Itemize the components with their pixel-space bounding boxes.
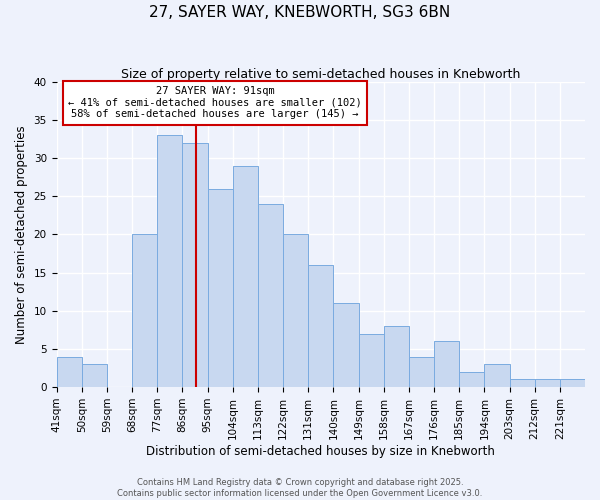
Bar — [182, 143, 208, 387]
X-axis label: Distribution of semi-detached houses by size in Knebworth: Distribution of semi-detached houses by … — [146, 444, 495, 458]
Bar — [334, 303, 359, 387]
Bar — [484, 364, 509, 387]
Bar — [308, 265, 334, 387]
Bar — [535, 380, 560, 387]
Bar — [409, 356, 434, 387]
Bar — [157, 135, 182, 387]
Bar — [233, 166, 258, 387]
Bar — [383, 326, 409, 387]
Bar — [434, 342, 459, 387]
Bar — [560, 380, 585, 387]
Bar — [82, 364, 107, 387]
Text: 27 SAYER WAY: 91sqm
← 41% of semi-detached houses are smaller (102)
58% of semi-: 27 SAYER WAY: 91sqm ← 41% of semi-detach… — [68, 86, 362, 120]
Title: Size of property relative to semi-detached houses in Knebworth: Size of property relative to semi-detach… — [121, 68, 520, 80]
Bar — [56, 356, 82, 387]
Bar — [459, 372, 484, 387]
Text: Contains HM Land Registry data © Crown copyright and database right 2025.
Contai: Contains HM Land Registry data © Crown c… — [118, 478, 482, 498]
Bar — [283, 234, 308, 387]
Y-axis label: Number of semi-detached properties: Number of semi-detached properties — [15, 125, 28, 344]
Bar — [258, 204, 283, 387]
Bar — [132, 234, 157, 387]
Text: 27, SAYER WAY, KNEBWORTH, SG3 6BN: 27, SAYER WAY, KNEBWORTH, SG3 6BN — [149, 5, 451, 20]
Bar — [509, 380, 535, 387]
Bar — [208, 188, 233, 387]
Bar — [359, 334, 383, 387]
